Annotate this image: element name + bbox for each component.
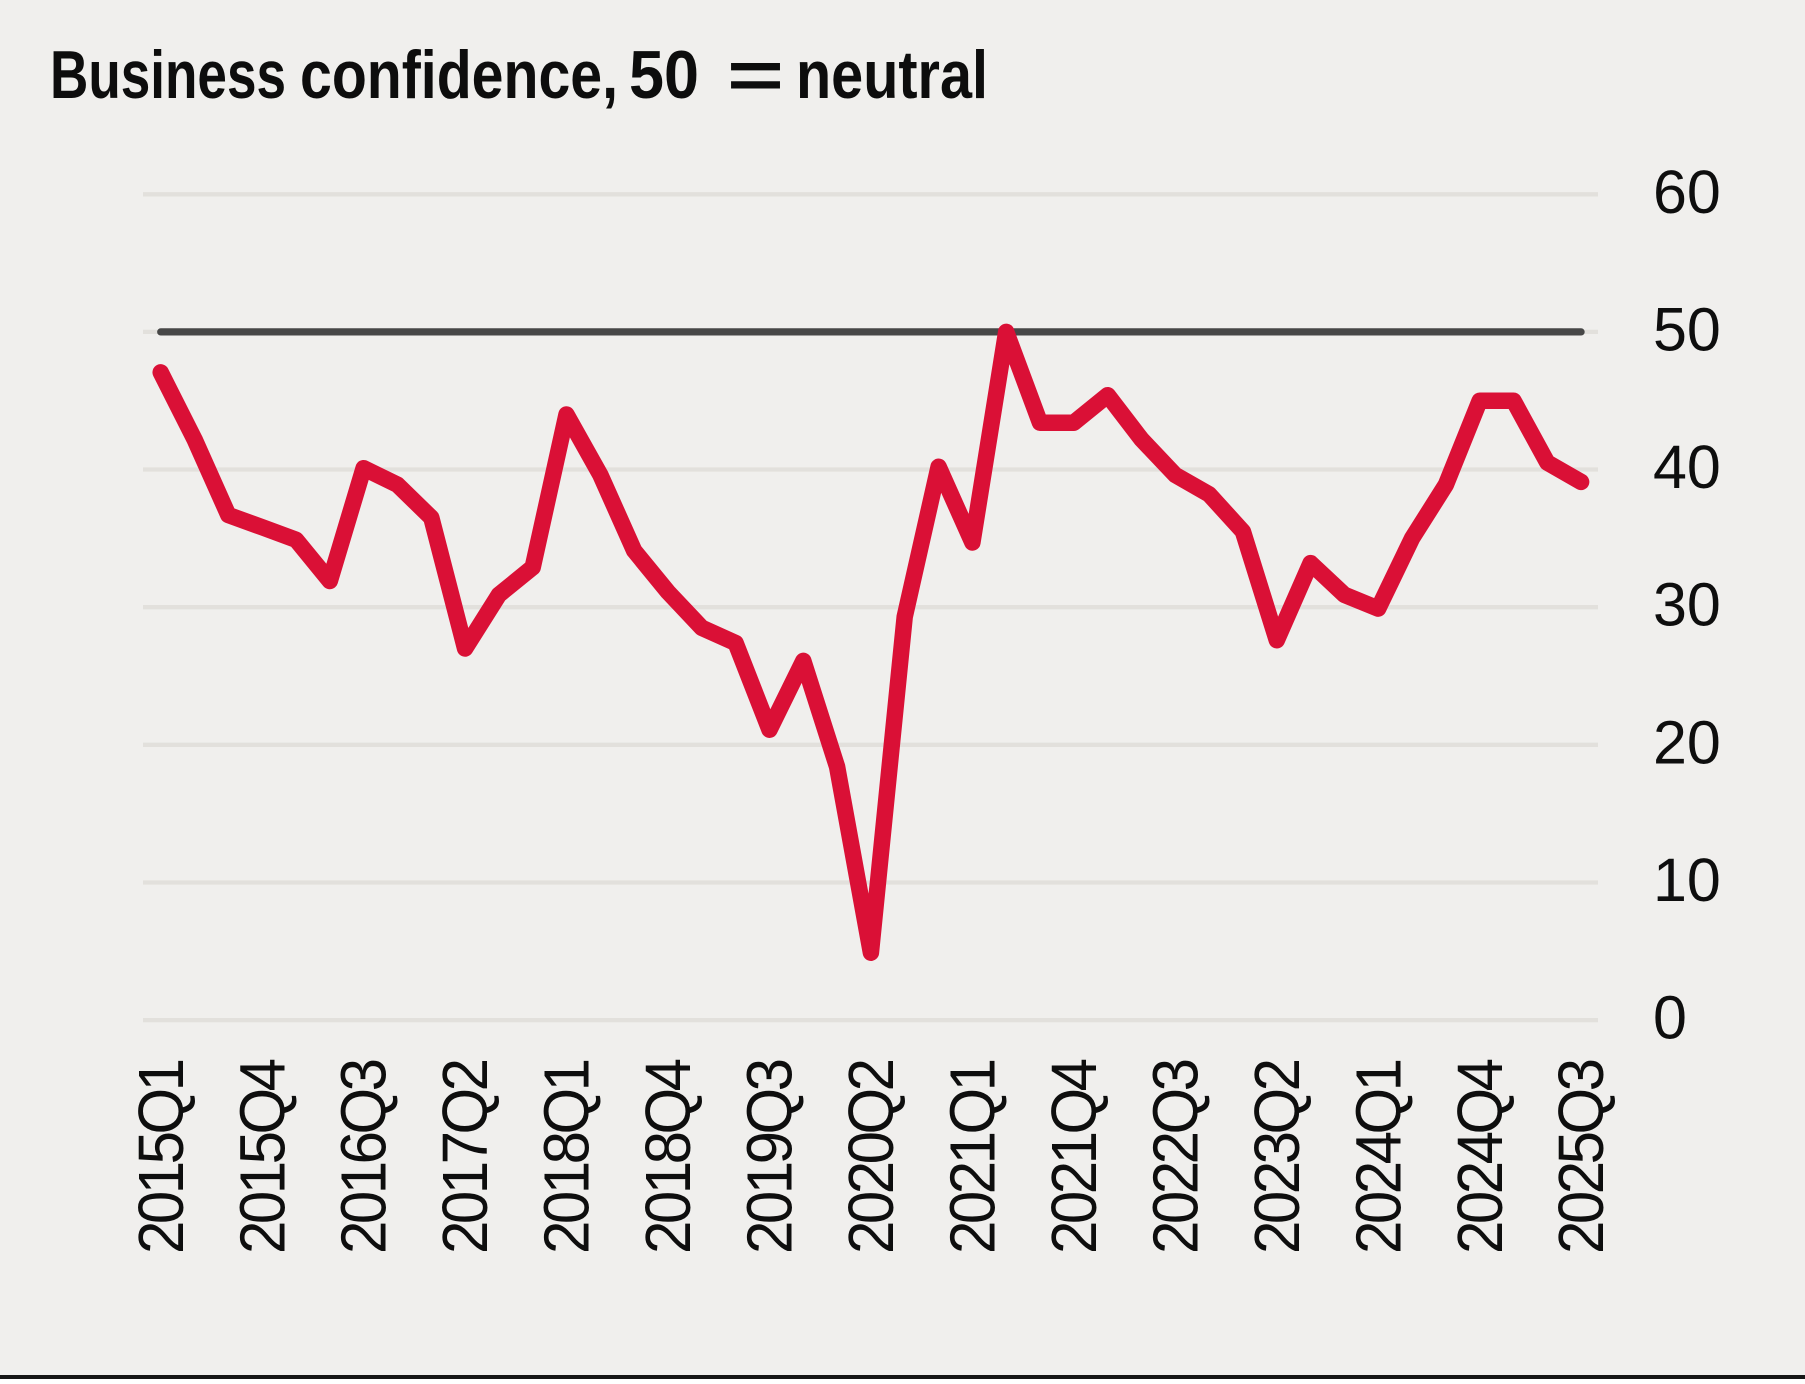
svg-text:2016Q3: 2016Q3 xyxy=(329,1060,400,1254)
svg-text:2021Q4: 2021Q4 xyxy=(1039,1059,1110,1254)
svg-text:2019Q3: 2019Q3 xyxy=(735,1060,806,1254)
svg-text:40: 40 xyxy=(1653,433,1721,501)
svg-text:2017Q2: 2017Q2 xyxy=(431,1060,502,1254)
svg-text:10: 10 xyxy=(1653,846,1721,914)
svg-text:30: 30 xyxy=(1653,571,1721,639)
svg-text:20: 20 xyxy=(1653,708,1721,776)
svg-text:2021Q1: 2021Q1 xyxy=(938,1060,1009,1254)
svg-text:60: 60 xyxy=(1653,158,1721,226)
svg-text:0: 0 xyxy=(1653,984,1687,1052)
svg-text:2025Q3: 2025Q3 xyxy=(1547,1060,1618,1254)
svg-text:50: 50 xyxy=(1653,295,1721,363)
svg-text:2022Q3: 2022Q3 xyxy=(1141,1060,1212,1254)
svg-text:2018Q4: 2018Q4 xyxy=(633,1059,704,1254)
svg-text:2024Q1: 2024Q1 xyxy=(1344,1060,1415,1254)
svg-text:2020Q2: 2020Q2 xyxy=(836,1060,907,1254)
svg-text:2015Q1: 2015Q1 xyxy=(126,1060,197,1254)
svg-text:2024Q4: 2024Q4 xyxy=(1445,1059,1516,1254)
svg-text:2023Q2: 2023Q2 xyxy=(1242,1060,1313,1254)
svg-text:2018Q1: 2018Q1 xyxy=(532,1060,603,1254)
svg-text:2015Q4: 2015Q4 xyxy=(228,1059,299,1254)
